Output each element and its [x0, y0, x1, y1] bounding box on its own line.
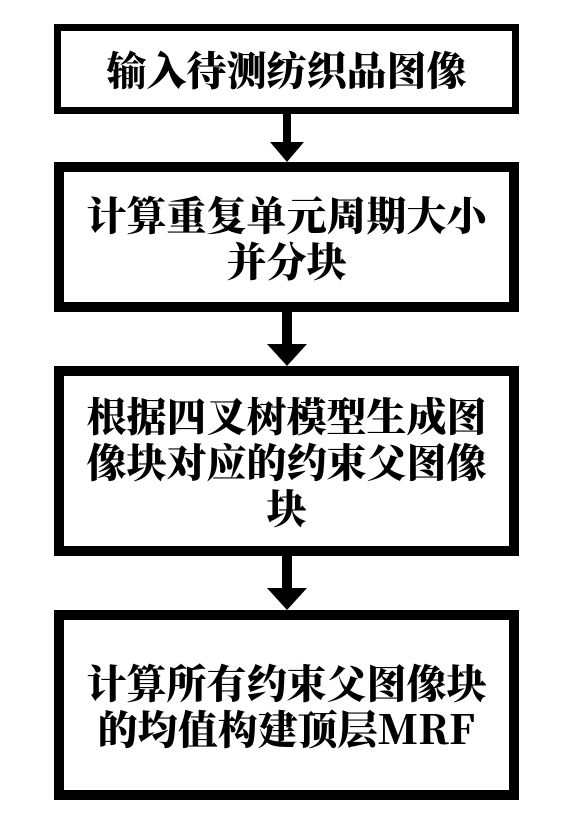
flow-node-quadtree-parent: 根据四叉树模型生成图像块对应的约束父图像块	[54, 366, 519, 556]
arrow-shaft	[282, 312, 292, 344]
arrow-shaft	[283, 114, 291, 142]
arrow-head-icon	[270, 142, 304, 162]
arrow-shaft	[282, 556, 292, 588]
flow-node-mean-mrf: 计算所有约束父图像块的均值构建顶层MRF	[54, 610, 519, 800]
flow-arrow-1	[270, 114, 304, 162]
arrow-head-icon	[267, 344, 307, 366]
flow-node-compute-period: 计算重复单元周期大小并分块	[54, 162, 519, 312]
arrow-head-icon	[267, 588, 307, 610]
flow-node-input-image: 输入待测纺织品图像	[54, 24, 519, 114]
flow-arrow-3	[267, 556, 307, 610]
flow-arrow-2	[267, 312, 307, 366]
